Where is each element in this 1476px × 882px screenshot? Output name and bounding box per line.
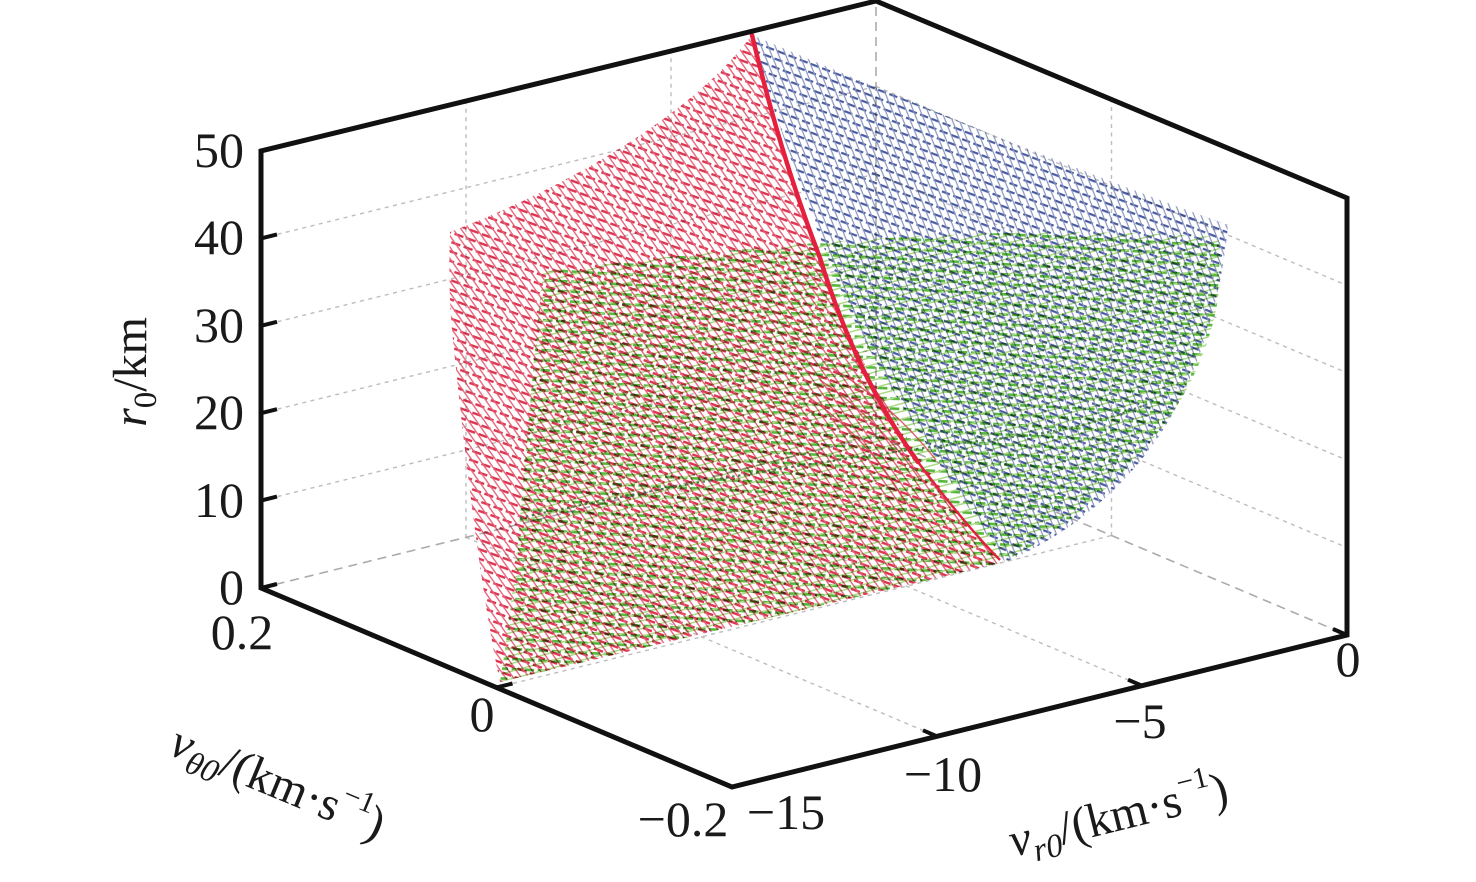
z-axis-label-sub: 0 bbox=[128, 392, 164, 409]
z-tick bbox=[260, 582, 278, 590]
x-tick-label-m15: −15 bbox=[747, 784, 825, 840]
grid-line bbox=[496, 534, 1112, 689]
x-axis-label: vr0/(km·s−1) bbox=[1002, 757, 1235, 875]
z-tick-label-50: 50 bbox=[194, 122, 244, 178]
x-tick bbox=[922, 728, 938, 739]
x-axis-label-unit: /(km·s bbox=[1052, 774, 1186, 856]
y-axis-label-unit: /(km·s bbox=[213, 735, 349, 832]
y-tick-label-0: 0 bbox=[470, 686, 495, 742]
green-mesh-surface bbox=[500, 232, 1221, 682]
tick-labels: 0 10 20 30 40 50 0.2 0 −0.2 −15 −10 −5 0 bbox=[194, 122, 1361, 847]
y-tick-label-m0p2: −0.2 bbox=[638, 791, 729, 847]
red-surface-edge-curve-lower bbox=[917, 461, 1001, 561]
z-tick-label-40: 40 bbox=[194, 209, 244, 265]
z-tick-label-10: 10 bbox=[194, 472, 244, 528]
z-tick bbox=[260, 494, 278, 503]
z-tick bbox=[260, 319, 278, 328]
y-tick bbox=[731, 781, 749, 789]
y-tick-label-0p2: 0.2 bbox=[211, 604, 274, 660]
x-axis-label-sup: −1 bbox=[1173, 760, 1212, 800]
hidden-edge bbox=[875, 435, 1348, 636]
x-tick bbox=[717, 779, 733, 789]
z-tick-label-30: 30 bbox=[194, 297, 244, 353]
z-tick-label-20: 20 bbox=[194, 384, 244, 440]
y-axis-label: vθ0/(km·s−1) bbox=[160, 709, 395, 857]
tick-marks bbox=[260, 145, 1348, 789]
red-surface-edge-curve bbox=[749, 32, 921, 465]
x-tick-label-m10: −10 bbox=[904, 746, 982, 802]
y-tick bbox=[496, 681, 513, 690]
z-axis-label-var: r bbox=[104, 408, 157, 427]
x-tick-label-0: 0 bbox=[1336, 631, 1361, 687]
z-tick bbox=[260, 145, 278, 153]
x-tick-label-m5: −5 bbox=[1113, 693, 1166, 749]
red-fold-arcs bbox=[809, 367, 937, 503]
z-axis-label: r0/km bbox=[104, 317, 164, 427]
x-tick bbox=[1127, 677, 1143, 688]
z-axis-label-unit: /km bbox=[104, 317, 157, 392]
z-tick bbox=[260, 407, 278, 416]
z-tick-label-0: 0 bbox=[219, 559, 244, 615]
x-tick bbox=[1332, 627, 1348, 637]
z-tick bbox=[260, 232, 278, 241]
